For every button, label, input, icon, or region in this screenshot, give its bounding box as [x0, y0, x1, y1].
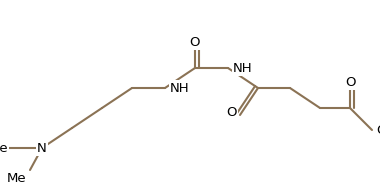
- Text: Me: Me: [6, 172, 26, 184]
- Text: OH: OH: [376, 123, 380, 137]
- Text: N: N: [37, 141, 47, 155]
- Text: NH: NH: [170, 82, 190, 95]
- Text: O: O: [226, 106, 237, 119]
- Text: O: O: [190, 36, 200, 49]
- Text: O: O: [345, 76, 355, 89]
- Text: NH: NH: [233, 61, 253, 75]
- Text: Me: Me: [0, 141, 8, 155]
